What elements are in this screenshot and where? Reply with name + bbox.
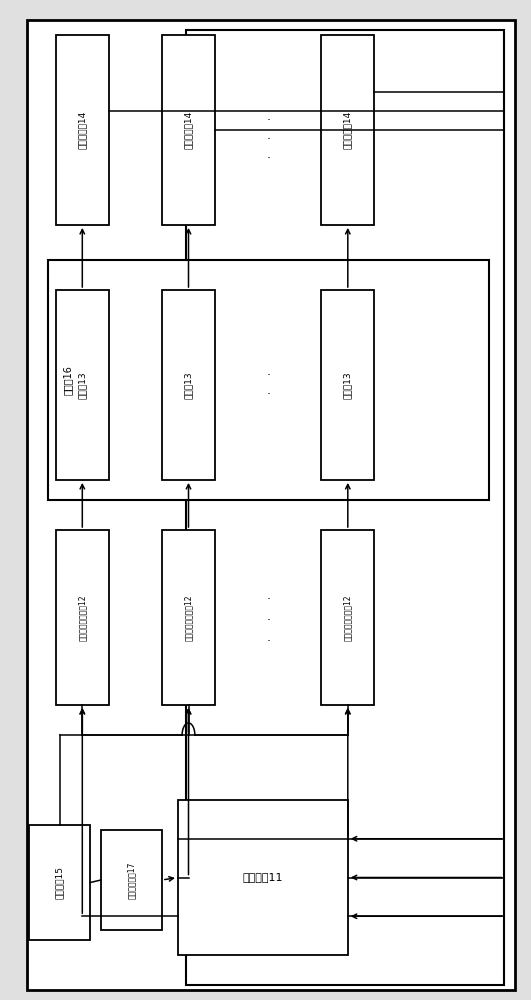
Bar <box>321 530 374 705</box>
Text: 加热板16: 加热板16 <box>63 365 73 395</box>
Bar <box>48 260 489 500</box>
Text: ·: · <box>266 369 270 382</box>
Bar <box>56 530 109 705</box>
Bar <box>162 290 215 480</box>
Text: 晶闸管功率调节器12: 晶闸管功率调节器12 <box>344 594 352 641</box>
Text: ·: · <box>266 114 270 127</box>
Bar <box>186 30 504 985</box>
Text: 过零检测电路17: 过零检测电路17 <box>127 861 136 899</box>
Text: 控制单儑11: 控制单儑11 <box>243 872 283 882</box>
Text: 温度传感器14: 温度传感器14 <box>344 111 352 149</box>
Bar <box>162 530 215 705</box>
Text: ·: · <box>266 152 270 165</box>
Bar <box>101 830 162 930</box>
Bar <box>162 35 215 225</box>
Bar <box>321 35 374 225</box>
Text: 温度传感器14: 温度传感器14 <box>78 111 87 149</box>
Text: 加热管13: 加热管13 <box>184 371 193 399</box>
Text: 交流电源15: 交流电源15 <box>55 866 64 899</box>
Bar <box>29 825 90 940</box>
Text: 加热管13: 加热管13 <box>78 371 87 399</box>
Text: 晶闸管功率调节器12: 晶闸管功率调节器12 <box>78 594 87 641</box>
Text: ·: · <box>266 133 270 146</box>
Text: 温度传感器14: 温度传感器14 <box>184 111 193 149</box>
Bar <box>321 290 374 480</box>
Text: ·: · <box>266 388 270 401</box>
Text: ·: · <box>266 614 270 628</box>
Text: ·: · <box>266 594 270 606</box>
Text: 晶闸管功率调节器12: 晶闸管功率调节器12 <box>184 594 193 641</box>
Bar <box>178 800 348 955</box>
Bar <box>56 290 109 480</box>
Text: 加热管13: 加热管13 <box>344 371 352 399</box>
Text: ·: · <box>266 636 270 648</box>
Bar <box>56 35 109 225</box>
